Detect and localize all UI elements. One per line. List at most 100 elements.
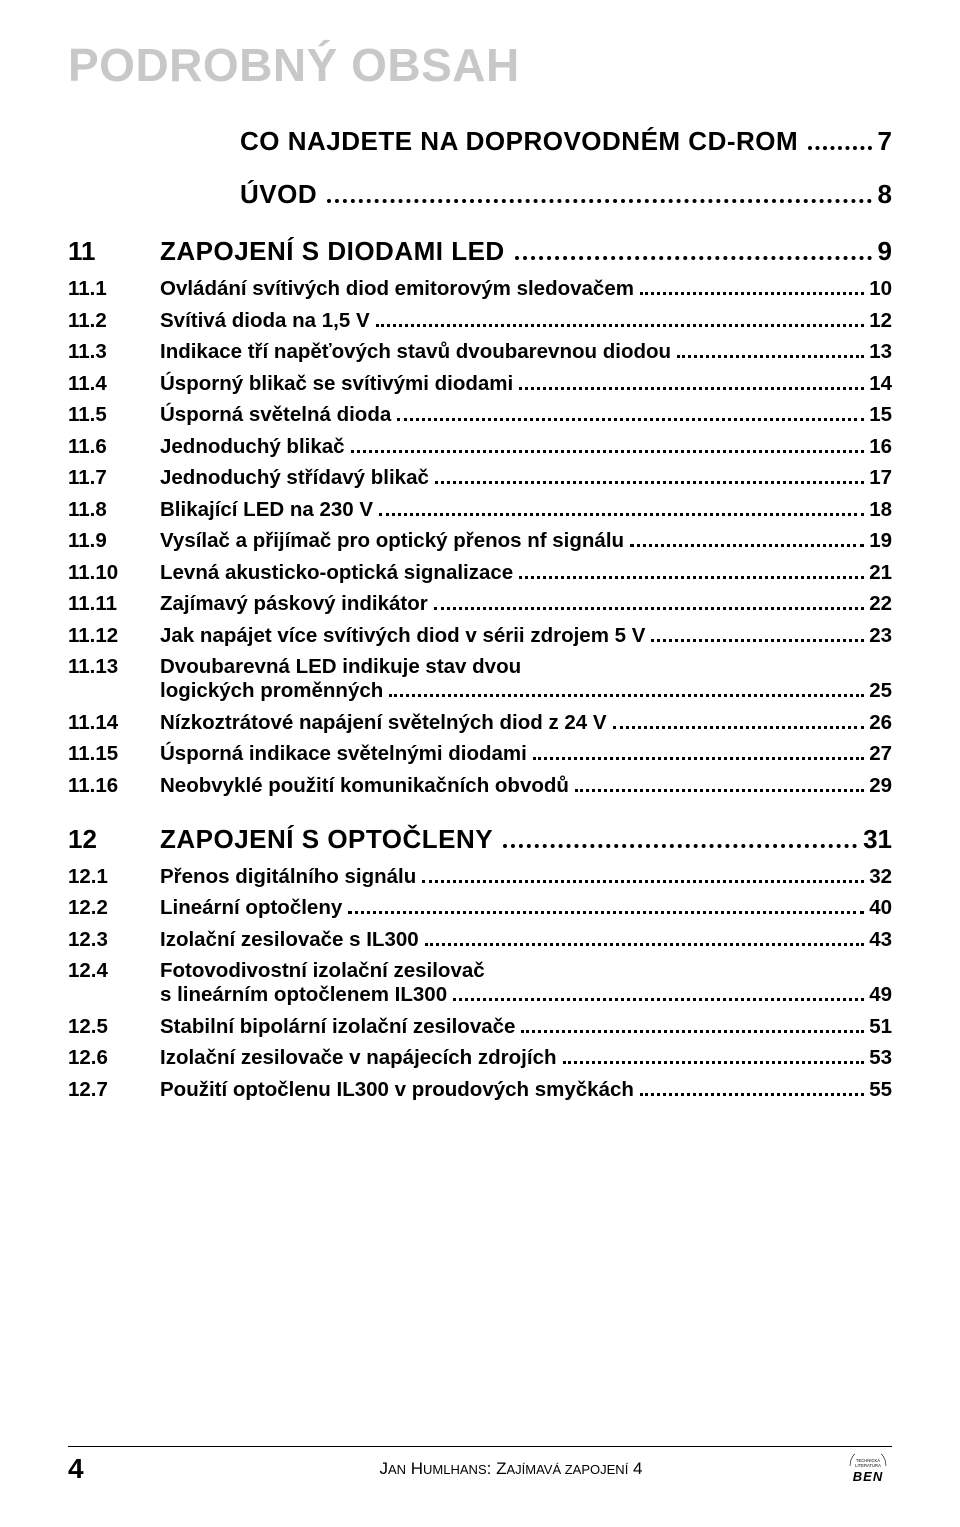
- toc-entry: 11.14Nízkoztrátové napájení světelných d…: [68, 711, 892, 735]
- section-page: 9: [878, 236, 892, 267]
- toc-entry-number: 12.5: [68, 1015, 160, 1039]
- leader-dots: [563, 1061, 865, 1064]
- toc-entry-label: Stabilní bipolární izolační zesilovače: [160, 1015, 515, 1039]
- toc-entry: 11.11Zajímavý páskový indikátor 22: [68, 592, 892, 616]
- toc-entry-number: 11.11: [68, 592, 160, 616]
- toc-entry-number: 11.13: [68, 655, 160, 679]
- toc-entry-number: 12.3: [68, 928, 160, 952]
- toc-entry-label-cont: logických proměnných: [160, 679, 383, 703]
- toc-entry-label: Úsporná světelná dioda: [160, 403, 391, 427]
- toc-entry-page: 13: [869, 340, 892, 364]
- toc-entry-page: 17: [869, 466, 892, 490]
- toc-entry-page: 19: [869, 529, 892, 553]
- toc-entry-label: Izolační zesilovače s IL300: [160, 928, 419, 952]
- leader-dots: [422, 880, 864, 883]
- toc-entry: 11.16Neobvyklé použití komunikačních obv…: [68, 774, 892, 798]
- toc-entry-label: Vysílač a přijímač pro optický přenos nf…: [160, 529, 624, 553]
- toc-entry-label: Levná akusticko-optická signalizace: [160, 561, 513, 585]
- leader-dots: [389, 694, 864, 697]
- toc-entry-page: 26: [869, 711, 892, 735]
- toc-entry-label: Lineární optočleny: [160, 896, 342, 920]
- leader-dots: [425, 943, 865, 946]
- leader-dots: [503, 844, 857, 848]
- section-label: CO NAJDETE NA DOPROVODNÉM CD-ROM: [240, 126, 798, 157]
- toc-entry-number: 11.6: [68, 435, 160, 459]
- toc-entry-number: 11.16: [68, 774, 160, 798]
- toc-entry: 11.1Ovládání svítivých diod emitorovým s…: [68, 277, 892, 301]
- toc-entry-page: 55: [869, 1078, 892, 1102]
- toc-entry: 11.2Svítivá dioda na 1,5 V12: [68, 309, 892, 333]
- toc-entry-number: 12.4: [68, 959, 160, 983]
- toc-entry-label: Dvoubarevná LED indikuje stav dvou: [160, 655, 521, 679]
- toc-entry: 11.12Jak napájet více svítivých diod v s…: [68, 624, 892, 648]
- toc-entry-label: Fotovodivostní izolační zesilovač: [160, 959, 485, 983]
- toc-entry: 12.7Použití optočlenu IL300 v proudových…: [68, 1078, 892, 1102]
- toc-entry-number: 11.3: [68, 340, 160, 364]
- footer-logo: TECHNICKÁ LITERATURA BEN: [844, 1454, 892, 1484]
- section-heading: ÚVOD 8: [240, 179, 892, 210]
- toc-entry-number: 11.14: [68, 711, 160, 735]
- section-number: 12: [68, 824, 160, 855]
- leader-dots: [533, 757, 864, 760]
- leader-dots: [379, 513, 864, 516]
- section-heading: 11ZAPOJENÍ S DIODAMI LED 9: [68, 236, 892, 267]
- leader-dots: [651, 639, 864, 642]
- toc-entry: 11.13Dvoubarevná LED indikuje stav dvoul…: [68, 655, 892, 703]
- leader-dots: [640, 1093, 864, 1096]
- toc-entry-label-cont: s lineárním optočlenem IL300: [160, 983, 447, 1007]
- leader-dots: [435, 481, 864, 484]
- toc-entry-number: 11.2: [68, 309, 160, 333]
- toc-entry-number: 11.1: [68, 277, 160, 301]
- toc-entry: 11.6Jednoduchý blikač16: [68, 435, 892, 459]
- leader-dots: [397, 418, 864, 421]
- toc-entry-page: 25: [869, 679, 892, 703]
- toc-entry: 11.15Úsporná indikace světelnými diodami…: [68, 742, 892, 766]
- section-page: 8: [878, 179, 892, 210]
- toc-entry-number: 11.9: [68, 529, 160, 553]
- leader-dots: [519, 387, 864, 390]
- toc-entry-number: 12.7: [68, 1078, 160, 1102]
- footer-author: JAN HUMLHANS: ZAJÍMAVÁ ZAPOJENÍ 4: [379, 1459, 642, 1478]
- footer-text: JAN HUMLHANS: ZAJÍMAVÁ ZAPOJENÍ 4: [178, 1459, 844, 1479]
- toc-entry-number: 11.12: [68, 624, 160, 648]
- leader-dots: [630, 544, 864, 547]
- toc-entry-page: 27: [869, 742, 892, 766]
- toc-container: CO NAJDETE NA DOPROVODNÉM CD-ROM7ÚVOD811…: [68, 126, 892, 1102]
- leader-dots: [677, 355, 864, 358]
- svg-text:LITERATURA: LITERATURA: [855, 1463, 881, 1468]
- toc-entry-label: Indikace tří napěťových stavů dvoubarevn…: [160, 340, 671, 364]
- toc-entry-number: 11.15: [68, 742, 160, 766]
- toc-entry: 11.3Indikace tří napěťových stavů dvouba…: [68, 340, 892, 364]
- toc-entry-label: Zajímavý páskový indikátor: [160, 592, 428, 616]
- toc-list: 12.1Přenos digitálního signálu3212.2Line…: [68, 865, 892, 1102]
- page-title: PODROBNÝ OBSAH: [68, 38, 892, 92]
- toc-entry: 12.3Izolační zesilovače s IL30043: [68, 928, 892, 952]
- toc-entry-label: Svítivá dioda na 1,5 V: [160, 309, 370, 333]
- leader-dots: [521, 1030, 864, 1033]
- toc-entry-page: 40: [869, 896, 892, 920]
- toc-entry-label: Nízkoztrátové napájení světelných diod z…: [160, 711, 607, 735]
- section-label: ZAPOJENÍ S DIODAMI LED: [160, 236, 505, 267]
- toc-entry-label: Použití optočlenu IL300 v proudových smy…: [160, 1078, 634, 1102]
- toc-entry-label: Ovládání svítivých diod emitorovým sledo…: [160, 277, 634, 301]
- toc-entry-label: Izolační zesilovače v napájecích zdrojíc…: [160, 1046, 557, 1070]
- toc-entry-page: 14: [869, 372, 892, 396]
- toc-entry-label: Úsporná indikace světelnými diodami: [160, 742, 527, 766]
- toc-entry-page: 10: [869, 277, 892, 301]
- leader-dots: [327, 199, 871, 203]
- toc-entry: 11.4Úsporný blikač se svítivými diodami1…: [68, 372, 892, 396]
- leader-dots: [376, 324, 865, 327]
- toc-entry-page: 32: [869, 865, 892, 889]
- toc-entry-label: Jednoduchý střídavý blikač: [160, 466, 429, 490]
- section-page: 31: [863, 824, 892, 855]
- toc-entry: 12.2Lineární optočleny40: [68, 896, 892, 920]
- section-label: ÚVOD: [240, 179, 317, 210]
- section-number: 11: [68, 236, 160, 267]
- toc-entry-page: 22: [869, 592, 892, 616]
- leader-dots: [515, 256, 872, 260]
- section-heading: 12ZAPOJENÍ S OPTOČLENY31: [68, 824, 892, 855]
- toc-entry: 11.5Úsporná světelná dioda15: [68, 403, 892, 427]
- toc-entry-page: 23: [869, 624, 892, 648]
- toc-entry: 12.6Izolační zesilovače v napájecích zdr…: [68, 1046, 892, 1070]
- toc-entry-label: Jak napájet více svítivých diod v sérii …: [160, 624, 645, 648]
